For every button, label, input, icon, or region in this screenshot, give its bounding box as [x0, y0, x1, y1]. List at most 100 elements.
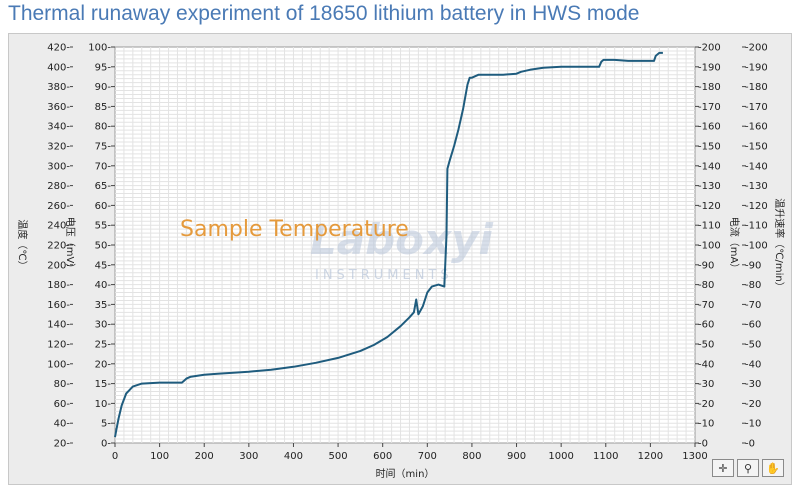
rate-tick-label: -80	[745, 280, 761, 291]
zoom-icon[interactable]: ⚲	[737, 459, 759, 477]
rate-tick-label: -10	[745, 419, 761, 430]
voltage-tick-label: 0-	[101, 439, 111, 450]
voltage-tick-label: 65-	[95, 181, 112, 192]
x-tick-label: 1100	[593, 451, 618, 462]
rate-axis-title: 温升速率（℃/min）	[773, 198, 786, 291]
temperature-tick-label: 40-	[54, 419, 71, 430]
x-tick-label: 1200	[638, 451, 663, 462]
rate-tick-label: -50	[745, 340, 761, 351]
voltage-tick-label: 60-	[95, 201, 112, 212]
rate-tick-label: -40	[745, 359, 761, 370]
rate-axis: -0 -10 -20 -30 -40 -50 -60 -70 -80 -90 -100 -110 -12…	[742, 43, 768, 450]
x-tick-label: 900	[507, 451, 526, 462]
current-tick-label: -170	[698, 102, 721, 113]
voltage-tick-label: 85-	[95, 102, 112, 113]
x-tick-label: 800	[462, 451, 481, 462]
temperature-tick-label: 80-	[54, 379, 71, 390]
current-tick-label: -140	[698, 161, 721, 172]
voltage-tick-label: 30-	[95, 320, 112, 331]
rate-tick-label: -70	[745, 300, 761, 311]
x-tick-label: 300	[239, 451, 258, 462]
x-tick-label: 1300	[682, 451, 707, 462]
current-tick-label: -60	[698, 320, 714, 331]
pan-hand-icon[interactable]: ✋	[762, 459, 784, 477]
x-axis-title: 时间（min）	[376, 467, 435, 480]
watermark-brand: Laboxyi	[310, 215, 493, 264]
voltage-tick-label: 40-	[95, 280, 112, 291]
current-tick-label: -0	[698, 439, 708, 450]
rate-tick-label: -160	[745, 122, 768, 133]
series-layer	[114, 51, 663, 438]
rate-tick-label: -170	[745, 102, 768, 113]
temperature-tick-label: 340-	[47, 122, 70, 133]
temperature-tick-label: 300-	[47, 161, 70, 172]
rate-tick-label: -200	[745, 43, 768, 54]
current-tick-label: -190	[698, 62, 721, 73]
current-axis-title: 电流（mA）	[728, 217, 741, 274]
x-tick-label: 600	[373, 451, 392, 462]
rate-tick-label: -130	[745, 181, 768, 192]
rate-tick-label: -100	[745, 241, 768, 252]
current-tick-label: -180	[698, 82, 721, 93]
voltage-axis-title: 电压（mV）	[64, 217, 77, 274]
crosshair-icon[interactable]: ✛	[712, 459, 734, 477]
rate-tick-label: -150	[745, 142, 768, 153]
temperature-tick-label: 160-	[47, 300, 70, 311]
temperature-tick-label: 140-	[47, 320, 70, 331]
current-tick-label: -40	[698, 359, 714, 370]
current-tick-label: -120	[698, 201, 721, 212]
current-axis: -0 -10 -20 -30 -40 -50 -60 -70 -80 -90 -100 -110 -12…	[695, 43, 721, 450]
voltage-tick-label: 50-	[95, 241, 112, 252]
temperature-tick-label: 200-	[47, 260, 70, 271]
x-tick-label: 700	[418, 451, 437, 462]
watermark: Laboxyi INSTRUMENTS	[310, 215, 493, 283]
voltage-tick-label: 100-	[88, 43, 111, 54]
temperature-tick-label: 260-	[47, 201, 70, 212]
voltage-tick-label: 95-	[95, 62, 112, 73]
temperature-tick-label: 120-	[47, 340, 70, 351]
current-tick-label: -160	[698, 122, 721, 133]
temperature-tick-label: 240-	[47, 221, 70, 232]
temperature-tick-label: 360-	[47, 102, 70, 113]
current-tick-label: -80	[698, 280, 714, 291]
x-tick-label: 500	[329, 451, 348, 462]
voltage-tick-label: 20-	[95, 359, 112, 370]
voltage-tick-label: 25-	[95, 340, 112, 351]
page-title: Thermal runaway experiment of 18650 lith…	[8, 2, 640, 25]
voltage-tick-label: 75-	[95, 142, 112, 153]
rate-tick-label: -20	[745, 399, 761, 410]
rate-tick-label: -30	[745, 379, 761, 390]
series-line-0	[114, 51, 663, 438]
temperature-tick-label: 220-	[47, 241, 70, 252]
rate-tick-label: -60	[745, 320, 761, 331]
current-tick-label: -130	[698, 181, 721, 192]
rate-tick-label: -90	[745, 260, 761, 271]
watermark-sub: INSTRUMENTS	[315, 268, 453, 283]
x-tick-label: 1000	[548, 451, 573, 462]
voltage-tick-label: 35-	[95, 300, 112, 311]
temperature-tick-label: 420-	[47, 43, 70, 54]
voltage-tick-label: 90-	[95, 82, 112, 93]
current-tick-label: -30	[698, 379, 714, 390]
temperature-axis-title: 温度（℃）	[16, 219, 29, 270]
voltage-tick-label: 5-	[101, 419, 111, 430]
temperature-tick-label: 320-	[47, 142, 70, 153]
current-tick-label: -20	[698, 399, 714, 410]
grid	[115, 47, 695, 443]
rate-tick-label: -180	[745, 82, 768, 93]
temperature-tick-label: 280-	[47, 181, 70, 192]
current-tick-label: -150	[698, 142, 721, 153]
voltage-axis: 0- 5- 10- 15- 20- 25- 30- 35- 40- 45- 50- 55- 60- 65-…	[88, 43, 115, 450]
voltage-tick-label: 80-	[95, 122, 112, 133]
voltage-tick-label: 15-	[95, 379, 112, 390]
rate-tick-label: -110	[745, 221, 768, 232]
current-tick-label: -90	[698, 260, 714, 271]
temperature-tick-label: 400-	[47, 62, 70, 73]
x-axis: 0 100 200 300 400 500 600 700 800 900 1000 1100 1200…	[112, 443, 708, 462]
rate-tick-label: -0	[745, 439, 755, 450]
voltage-tick-label: 55-	[95, 221, 112, 232]
current-tick-label: -100	[698, 241, 721, 252]
temperature-tick-label: 20-	[54, 439, 71, 450]
voltage-tick-label: 10-	[95, 399, 112, 410]
